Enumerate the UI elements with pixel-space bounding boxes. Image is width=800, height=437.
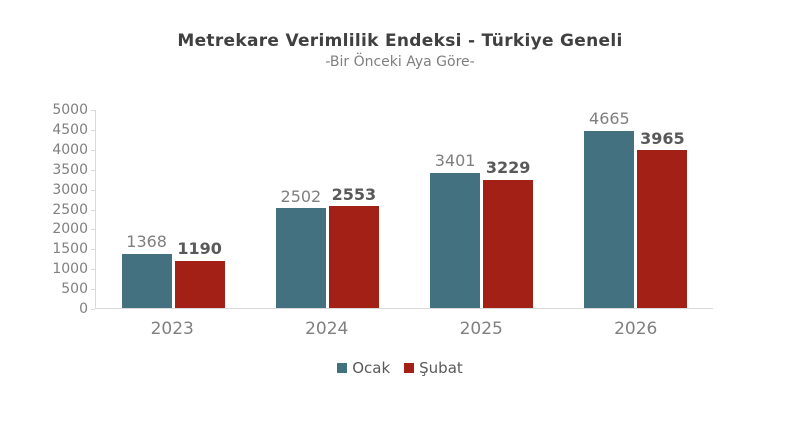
bar-value-label: 1368 [126, 231, 167, 251]
bar-Ocak-2024 [275, 208, 326, 308]
plot-area: 1368 1190 2502 2553 3401 3229 4665 3965 [95, 110, 713, 309]
bar-column: 3965 [637, 110, 688, 308]
y-tick-label: 3000 [52, 181, 88, 198]
y-tick-mark [91, 229, 95, 231]
y-axis: 0 500 1000 1500 2000 2500 3000 3500 4000 4500 5000 [0, 103, 88, 316]
bar-value-label: 1190 [177, 239, 222, 259]
bar-group-2024: 2502 2553 [250, 110, 404, 308]
y-tick-mark [91, 169, 95, 171]
y-tick-mark [91, 129, 95, 131]
y-tick-label: 0 [79, 301, 88, 317]
y-tick-label: 500 [61, 281, 88, 298]
legend: Ocak Şubat [0, 359, 800, 377]
y-tick-mark [91, 149, 95, 151]
bar-group-2023: 1368 1190 [96, 110, 250, 308]
bar-Şubat-2025 [483, 179, 534, 308]
y-tick-mark [91, 209, 95, 211]
y-tick-label: 2000 [52, 221, 88, 238]
bar-group-2025: 3401 3229 [405, 110, 559, 308]
bar-value-label: 3229 [485, 157, 531, 177]
y-tick-label: 4500 [52, 121, 88, 138]
legend-label: Ocak [352, 359, 391, 377]
y-tick-mark [91, 249, 95, 251]
legend-item-Şubat: Şubat [404, 359, 463, 377]
bar-groups: 1368 1190 2502 2553 3401 3229 4665 3965 [96, 110, 713, 308]
bar-column: 4665 [584, 109, 635, 308]
y-tick-mark [91, 189, 95, 191]
legend-swatch-icon [404, 363, 415, 373]
y-tick-label: 5000 [52, 102, 88, 118]
bar-value-label: 4665 [589, 109, 630, 128]
bar-Şubat-2023 [174, 260, 225, 308]
bar-column: 2553 [328, 110, 379, 308]
legend-swatch-icon [337, 363, 348, 373]
bar-column: 3401 [430, 110, 481, 308]
x-axis-label-2024: 2024 [305, 319, 349, 339]
x-axis-labels: 2023 2024 2025 2026 [95, 310, 713, 339]
y-tick-label: 1500 [52, 241, 88, 258]
x-axis-label-2026: 2026 [614, 319, 658, 339]
bar-value-label: 2502 [280, 186, 322, 206]
y-tick-mark [91, 289, 95, 291]
bar-column: 1190 [174, 110, 225, 308]
bar-value-label: 3401 [434, 151, 476, 171]
bar-group-2026: 4665 3965 [559, 110, 713, 308]
y-tick-label: 2500 [52, 201, 88, 218]
y-tick-label: 3500 [52, 161, 88, 178]
bar-Şubat-2026 [637, 150, 688, 308]
bar-Ocak-2025 [430, 172, 481, 308]
x-axis-label-2023: 2023 [150, 319, 194, 339]
bar-Şubat-2024 [328, 206, 379, 308]
bar-value-label: 3965 [640, 128, 685, 148]
bar-column: 3229 [483, 110, 534, 308]
bar-value-label: 2553 [331, 184, 377, 204]
legend-label: Şubat [419, 359, 463, 377]
legend-item-Ocak: Ocak [337, 359, 390, 377]
y-tick-label: 1000 [52, 261, 88, 278]
x-axis-label-2025: 2025 [459, 319, 503, 339]
y-tick-mark [91, 309, 95, 310]
bar-column: 1368 [121, 110, 172, 308]
bar-Ocak-2026 [584, 130, 635, 308]
y-tick-mark [91, 269, 95, 271]
chart-title: Metrekare Verimlilik Endeksi - Türkiye G… [177, 31, 623, 51]
y-tick-label: 4000 [52, 141, 88, 158]
chart-subtitle: -Bir Önceki Aya Göre- [325, 54, 475, 70]
bar-Ocak-2023 [121, 253, 172, 308]
y-tick-mark [91, 110, 95, 111]
bar-column: 2502 [275, 110, 326, 308]
